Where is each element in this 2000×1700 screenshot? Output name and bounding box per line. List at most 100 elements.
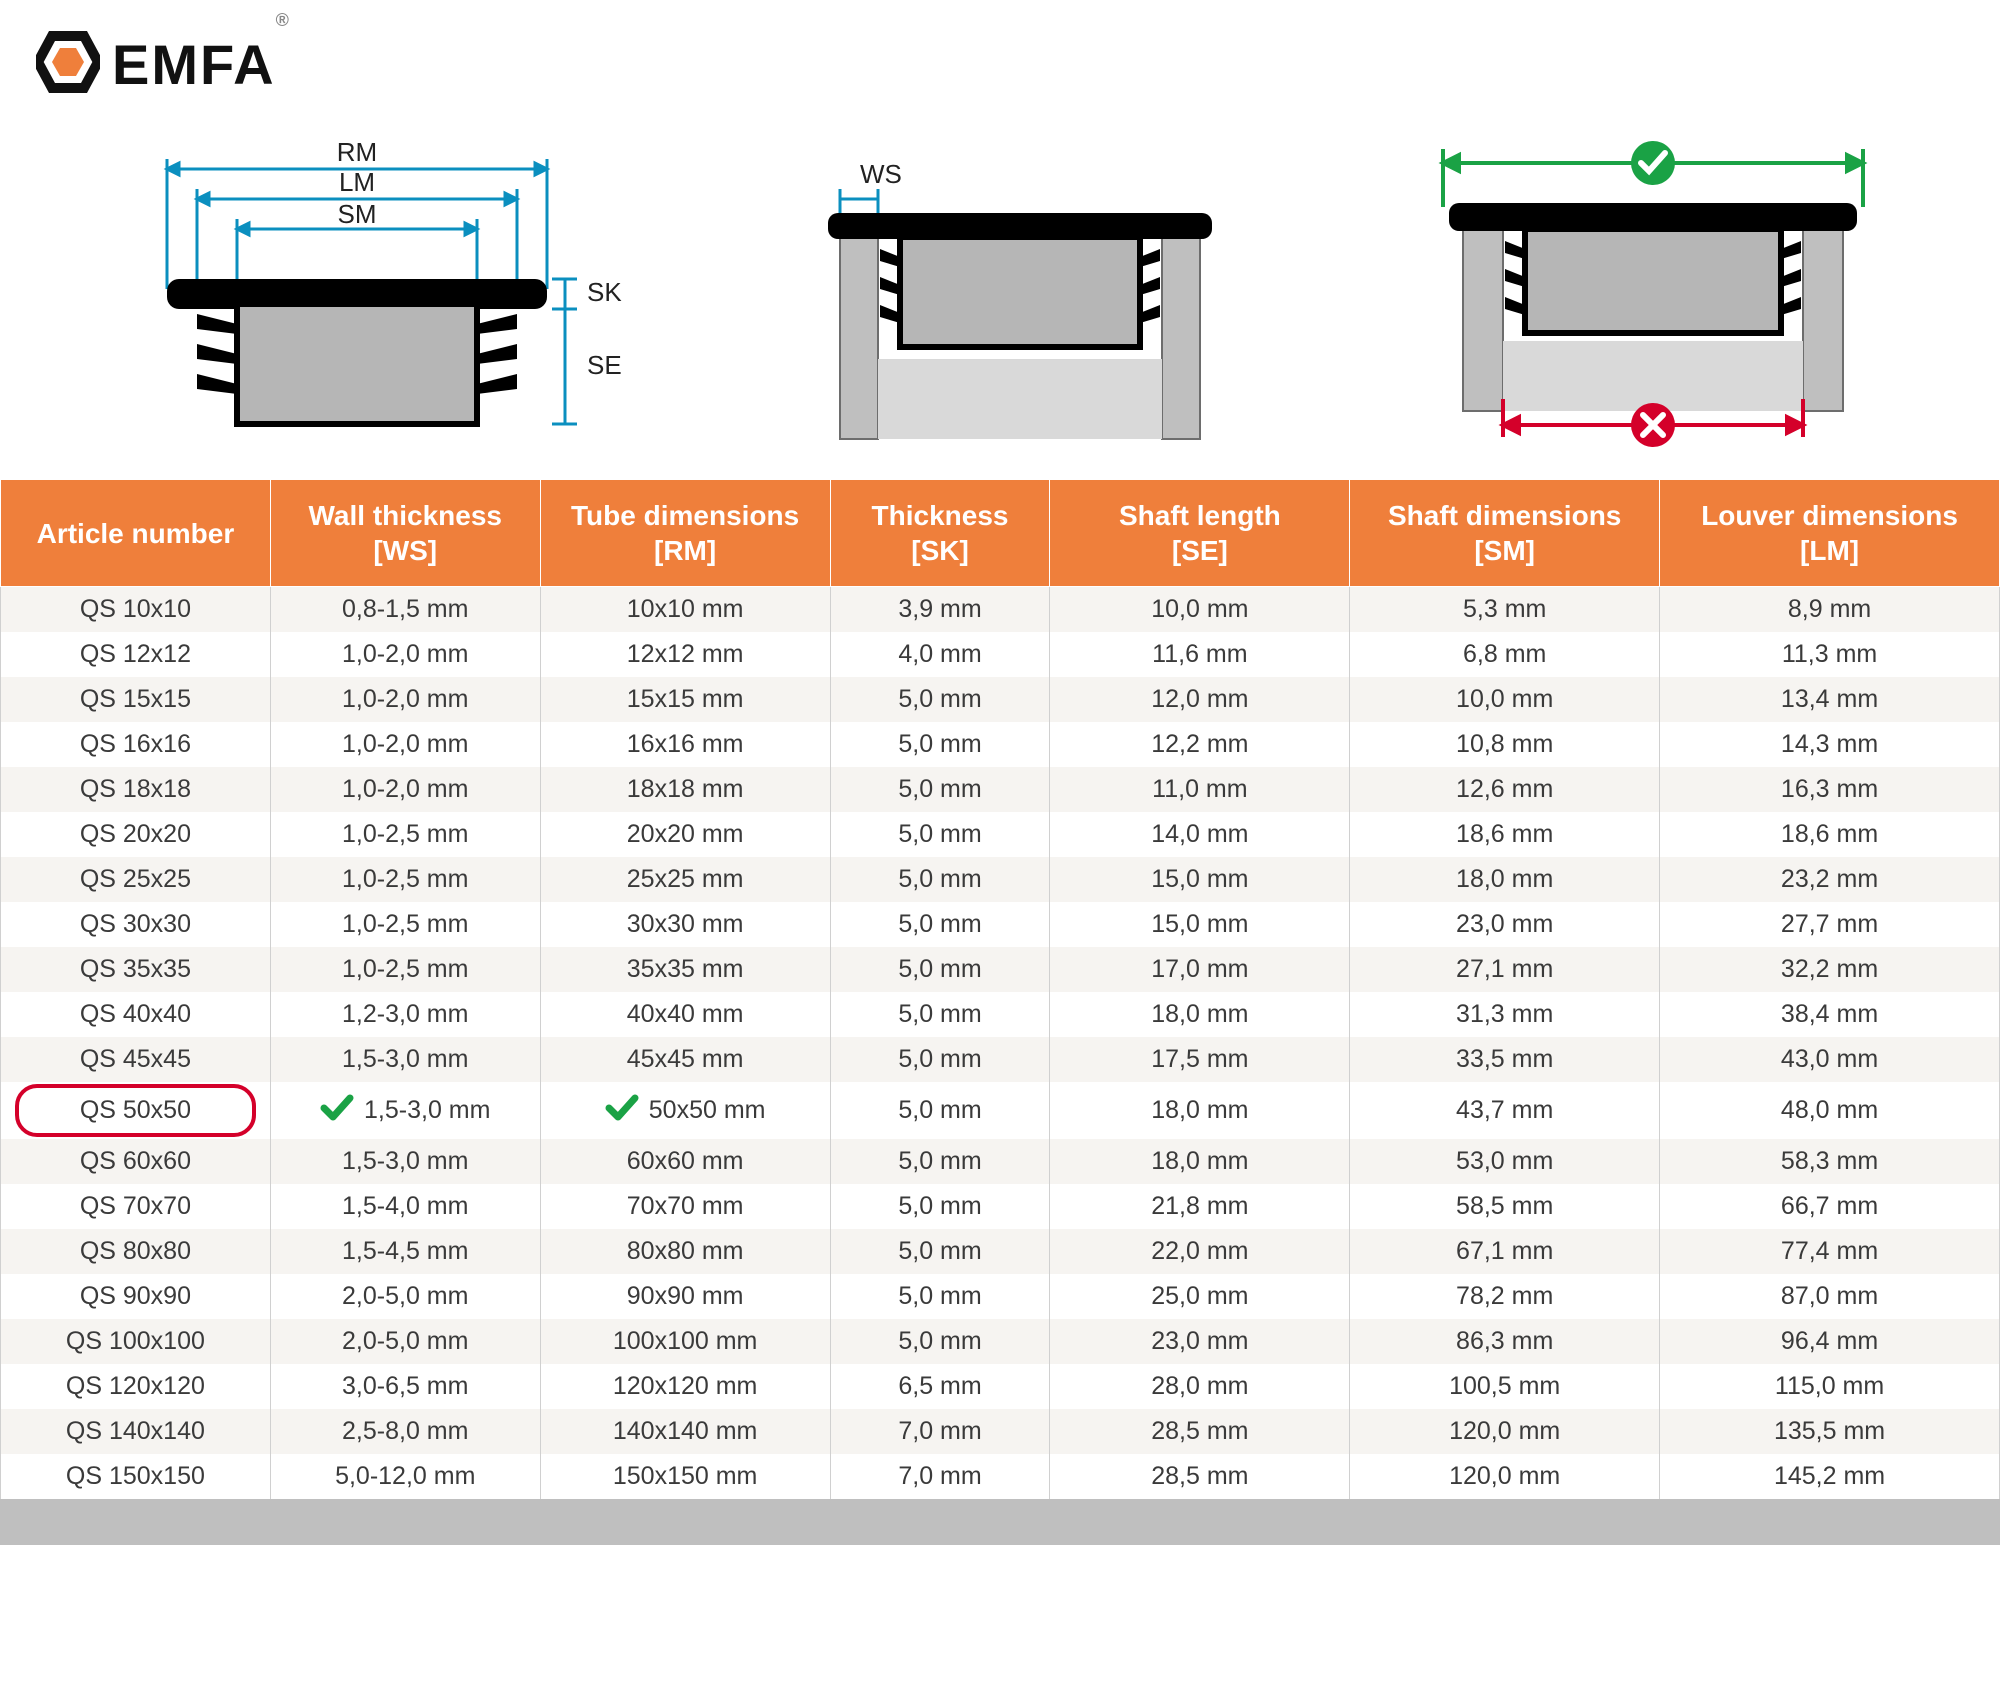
col-header: Tube dimensions[RM] — [540, 480, 830, 587]
table-cell: 120,0 mm — [1350, 1409, 1660, 1454]
table-cell: 145,2 mm — [1660, 1454, 2000, 1499]
table-cell: 18,0 mm — [1050, 1082, 1350, 1139]
highlight-ring — [15, 1084, 256, 1137]
table-cell: 11,0 mm — [1050, 767, 1350, 812]
table-cell: 13,4 mm — [1660, 677, 2000, 722]
table-cell: 6,8 mm — [1350, 632, 1660, 677]
table-cell: QS 12x12 — [1, 632, 271, 677]
table-cell: 1,5-3,0 mm — [270, 1082, 540, 1139]
table-row: QS 12x121,0-2,0 mm12x12 mm4,0 mm11,6 mm6… — [1, 632, 2000, 677]
table-cell: 5,0 mm — [830, 992, 1050, 1037]
table-cell: 11,3 mm — [1660, 632, 2000, 677]
table-cell: 3,9 mm — [830, 587, 1050, 633]
page-root: EMFA® — [0, 0, 2000, 1545]
table-cell: QS 35x35 — [1, 947, 271, 992]
table-cell: 5,0 mm — [830, 902, 1050, 947]
table-cell: QS 10x10 — [1, 587, 271, 633]
table-cell: QS 140x140 — [1, 1409, 271, 1454]
table-cell: 66,7 mm — [1660, 1184, 2000, 1229]
table-cell: 3,0-6,5 mm — [270, 1364, 540, 1409]
table-cell: 58,5 mm — [1350, 1184, 1660, 1229]
col-header: Thickness[SK] — [830, 480, 1050, 587]
table-cell: 5,0 mm — [830, 1037, 1050, 1082]
table-cell: 70x70 mm — [540, 1184, 830, 1229]
table-cell: 5,0 mm — [830, 857, 1050, 902]
table-cell: QS 60x60 — [1, 1139, 271, 1184]
table-cell: 16x16 mm — [540, 722, 830, 767]
table-row: QS 40x401,2-3,0 mm40x40 mm5,0 mm18,0 mm3… — [1, 992, 2000, 1037]
table-cell: 16,3 mm — [1660, 767, 2000, 812]
table-cell: 5,0 mm — [830, 1184, 1050, 1229]
table-cell: 17,0 mm — [1050, 947, 1350, 992]
svg-text:SK: SK — [587, 277, 622, 307]
table-cell: 5,0 mm — [830, 1082, 1050, 1139]
footer-bar — [0, 1499, 2000, 1545]
table-row: QS 10x100,8-1,5 mm10x10 mm3,9 mm10,0 mm5… — [1, 587, 2000, 633]
table-cell: 20x20 mm — [540, 812, 830, 857]
table-cell: 67,1 mm — [1350, 1229, 1660, 1274]
table-cell: 4,0 mm — [830, 632, 1050, 677]
table-cell: 1,0-2,5 mm — [270, 857, 540, 902]
table-cell: 5,0 mm — [830, 812, 1050, 857]
table-cell: 77,4 mm — [1660, 1229, 2000, 1274]
table-row: QS 18x181,0-2,0 mm18x18 mm5,0 mm11,0 mm1… — [1, 767, 2000, 812]
table-row: QS 80x801,5-4,5 mm80x80 mm5,0 mm22,0 mm6… — [1, 1229, 2000, 1274]
table-cell: QS 16x16 — [1, 722, 271, 767]
col-header: Wall thickness[WS] — [270, 480, 540, 587]
table-cell: QS 80x80 — [1, 1229, 271, 1274]
table-cell: QS 18x18 — [1, 767, 271, 812]
table-cell: 11,6 mm — [1050, 632, 1350, 677]
table-cell: QS 25x25 — [1, 857, 271, 902]
table-cell: 38,4 mm — [1660, 992, 2000, 1037]
svg-text:RM: RM — [336, 137, 376, 167]
table-row: QS 25x251,0-2,5 mm25x25 mm5,0 mm15,0 mm1… — [1, 857, 2000, 902]
table-cell: 50x50 mm — [540, 1082, 830, 1139]
table-cell: 86,3 mm — [1350, 1319, 1660, 1364]
table-cell: 43,7 mm — [1350, 1082, 1660, 1139]
brand-name: EMFA® — [112, 32, 291, 97]
table-cell: 1,0-2,5 mm — [270, 902, 540, 947]
table-cell: 1,0-2,5 mm — [270, 947, 540, 992]
table-cell: 53,0 mm — [1350, 1139, 1660, 1184]
table-row: QS 30x301,0-2,5 mm30x30 mm5,0 mm15,0 mm2… — [1, 902, 2000, 947]
table-cell: QS 15x15 — [1, 677, 271, 722]
table-cell: 5,0 mm — [830, 767, 1050, 812]
svg-text:SE: SE — [587, 350, 622, 380]
svg-text:WS: WS — [860, 159, 902, 189]
table-cell: 27,7 mm — [1660, 902, 2000, 947]
col-header: Louver dimensions[LM] — [1660, 480, 2000, 587]
table-cell: 2,0-5,0 mm — [270, 1319, 540, 1364]
brand-logo: EMFA® — [0, 30, 2000, 99]
table-cell: QS 90x90 — [1, 1274, 271, 1319]
spec-table-body: QS 10x100,8-1,5 mm10x10 mm3,9 mm10,0 mm 5… — [1, 587, 2000, 1500]
table-cell: QS 45x45 — [1, 1037, 271, 1082]
diagram-row: RM LM SM — [0, 119, 2000, 479]
table-cell: 5,0 mm — [830, 1229, 1050, 1274]
table-row: QS 15x151,0-2,0 mm15x15 mm5,0 mm12,0 mm1… — [1, 677, 2000, 722]
table-cell: 18,0 mm — [1050, 1139, 1350, 1184]
table-cell: 87,0 mm — [1660, 1274, 2000, 1319]
table-cell: QS 120x120 — [1, 1364, 271, 1409]
table-cell: 150x150 mm — [540, 1454, 830, 1499]
table-cell: 10,0 mm — [1050, 587, 1350, 633]
table-cell: 100x100 mm — [540, 1319, 830, 1364]
table-cell: 14,0 mm — [1050, 812, 1350, 857]
table-cell: 40x40 mm — [540, 992, 830, 1037]
table-row: QS 70x701,5-4,0 mm70x70 mm5,0 mm21,8 mm5… — [1, 1184, 2000, 1229]
brand-hex-icon — [36, 30, 100, 99]
table-row: QS 150x1505,0-12,0 mm150x150 mm7,0 mm28,… — [1, 1454, 2000, 1499]
table-cell: 33,5 mm — [1350, 1037, 1660, 1082]
table-cell: 1,5-4,0 mm — [270, 1184, 540, 1229]
table-cell: 0,8-1,5 mm — [270, 587, 540, 633]
table-row: QS 100x1002,0-5,0 mm100x100 mm5,0 mm23,0… — [1, 1319, 2000, 1364]
table-cell: 96,4 mm — [1660, 1319, 2000, 1364]
table-cell: 5,0 mm — [830, 722, 1050, 767]
table-cell: 10x10 mm — [540, 587, 830, 633]
table-cell: QS 40x40 — [1, 992, 271, 1037]
table-cell: 5,0-12,0 mm — [270, 1454, 540, 1499]
table-cell: 6,5 mm — [830, 1364, 1050, 1409]
table-cell: 18,6 mm — [1660, 812, 2000, 857]
table-cell: 100,5 mm — [1350, 1364, 1660, 1409]
table-cell: 115,0 mm — [1660, 1364, 2000, 1409]
check-icon — [605, 1090, 639, 1131]
